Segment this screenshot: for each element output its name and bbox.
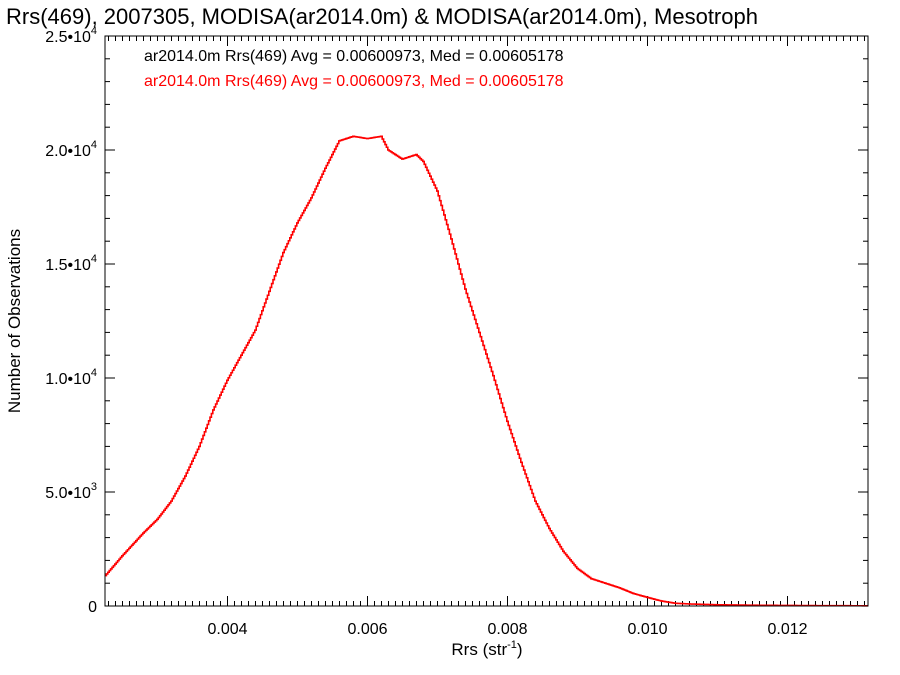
x-tick-label: 0.012 [767,621,807,638]
plot-frame [104,35,869,607]
x-tick-label: 0.008 [487,621,527,638]
x-axis: 0.004 0.006 0.008 0.010 0.012 [108,36,865,638]
x-tick-label: 0.010 [627,621,667,638]
y-tick-label: 0 [88,599,97,616]
x-tick-label: 0.004 [207,621,247,638]
y-tick-label: 1.0•104 [45,367,97,388]
y-tick-label: 5.0•103 [45,481,97,502]
y-axis: 0 5.0•103 1.0•104 1.5•104 2.0•104 2.5•104 [45,25,868,616]
x-axis-label: Rrs (str-1) [451,639,522,659]
y-tick-label: 2.0•104 [45,139,97,160]
histogram-series-line [105,135,868,607]
chart-title: Rrs(469), 2007305, MODISA(ar2014.0m) & M… [6,4,758,29]
legend-entry: ar2014.0m Rrs(469) Avg = 0.00600973, Med… [144,48,564,65]
y-tick-label: 1.5•104 [45,253,97,274]
y-tick-label: 2.5•104 [45,25,97,46]
x-tick-label: 0.006 [347,621,387,638]
legend: ar2014.0m Rrs(469) Avg = 0.00600973, Med… [144,48,564,90]
y-axis-label: Number of Observations [5,229,24,413]
legend-entry: ar2014.0m Rrs(469) Avg = 0.00600973, Med… [144,73,564,90]
